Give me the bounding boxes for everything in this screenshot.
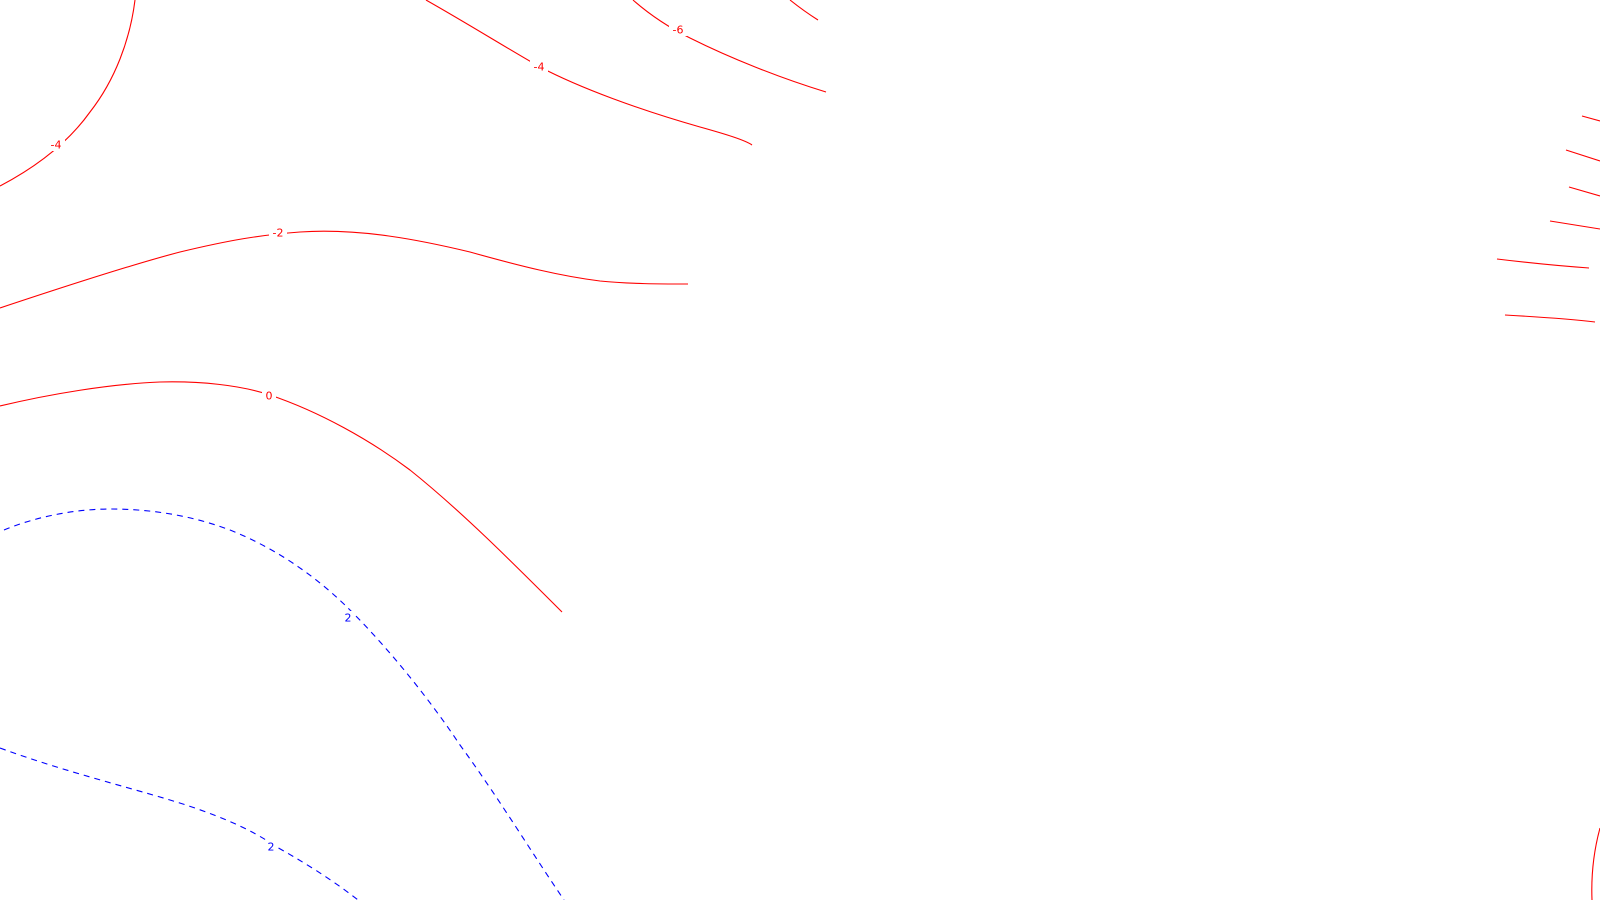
contour-label-neg2: -2 — [269, 226, 287, 240]
contour-label-neg6-text: -6 — [673, 24, 684, 37]
contour-line-right-5 — [1496, 258, 1590, 269]
contour-label-pos2-lower: 2 — [264, 840, 278, 854]
contour-line-right-4 — [1549, 220, 1600, 230]
contour-line-neg4-left — [0, 0, 136, 187]
contour-line-right-3 — [1568, 186, 1600, 197]
contour-line-neg6-upper — [789, 0, 819, 21]
contour-line-neg4-top — [425, 0, 753, 146]
contour-line-neg2 — [0, 230, 689, 309]
contour-line-pos2-lower — [0, 747, 359, 900]
contour-label-pos2-upper: 2 — [341, 611, 355, 625]
contour-label-neg2-text: -2 — [273, 227, 284, 240]
contour-label-neg4-left-text: -4 — [51, 139, 62, 152]
contour-label-pos2-lower-text: 2 — [268, 841, 275, 854]
contour-line-bottom-right — [1591, 827, 1600, 900]
contour-line-zero — [0, 381, 563, 613]
contour-line-right-6 — [1504, 314, 1596, 323]
contour-label-neg4-left: -4 — [47, 137, 65, 152]
contour-label-neg4-top-text: -4 — [534, 61, 545, 74]
contour-line-right-1 — [1581, 115, 1600, 122]
contour-line-neg6 — [632, 0, 827, 93]
contour-label-zero: 0 — [262, 389, 276, 403]
contour-label-neg6: -6 — [669, 22, 687, 37]
contour-line-right-2 — [1565, 149, 1600, 162]
contour-line-pos2-upper — [3, 508, 565, 900]
contour-label-zero-text: 0 — [266, 390, 273, 403]
contour-label-pos2-upper-text: 2 — [345, 612, 352, 625]
contour-label-neg4-top: -4 — [530, 60, 548, 74]
